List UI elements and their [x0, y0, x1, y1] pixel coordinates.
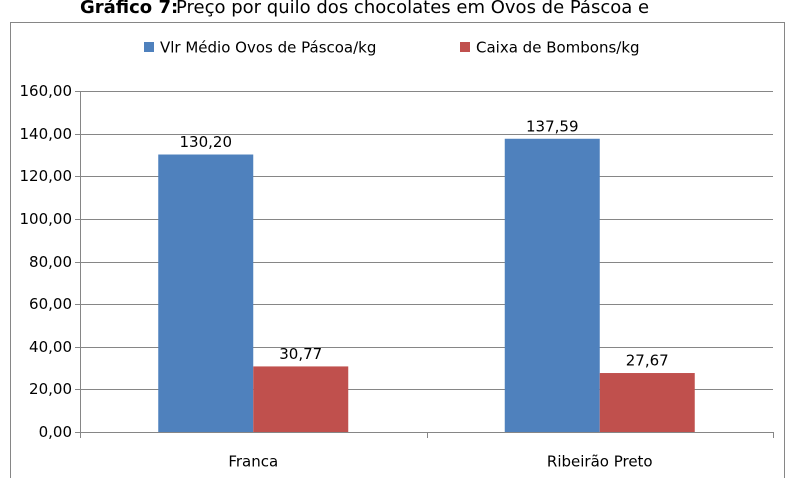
x-tick-label: Ribeirão Preto [547, 453, 653, 471]
bar [158, 154, 254, 433]
legend-swatch [460, 42, 470, 52]
bar [599, 373, 695, 432]
chart-title: Preço por quilo dos chocolates em Ovos d… [176, 0, 649, 18]
y-tick-label: 0,00 [39, 423, 72, 441]
bar [253, 366, 349, 432]
legend-label: Vlr Médio Ovos de Páscoa/kg [160, 39, 376, 57]
title-label: Gráfico 7: [80, 0, 178, 18]
value-label: 137,59 [526, 117, 579, 135]
y-tick-label: 140,00 [20, 125, 73, 143]
legend-label: Caixa de Bombons/kg [476, 39, 640, 57]
value-label: 30,77 [279, 345, 322, 363]
y-tick-label: 120,00 [20, 167, 73, 185]
y-tick-label: 40,00 [29, 338, 72, 356]
value-label: 130,20 [180, 133, 233, 151]
y-tick-label: 80,00 [29, 253, 72, 271]
bar [504, 138, 600, 433]
x-tick-label: Franca [228, 453, 278, 471]
value-label: 27,67 [626, 352, 669, 370]
legend-swatch [144, 42, 154, 52]
y-tick-label: 160,00 [20, 82, 73, 100]
chart-border [10, 22, 785, 478]
y-tick-label: 20,00 [29, 380, 72, 398]
y-tick-label: 100,00 [20, 210, 73, 228]
y-tick-label: 60,00 [29, 295, 72, 313]
